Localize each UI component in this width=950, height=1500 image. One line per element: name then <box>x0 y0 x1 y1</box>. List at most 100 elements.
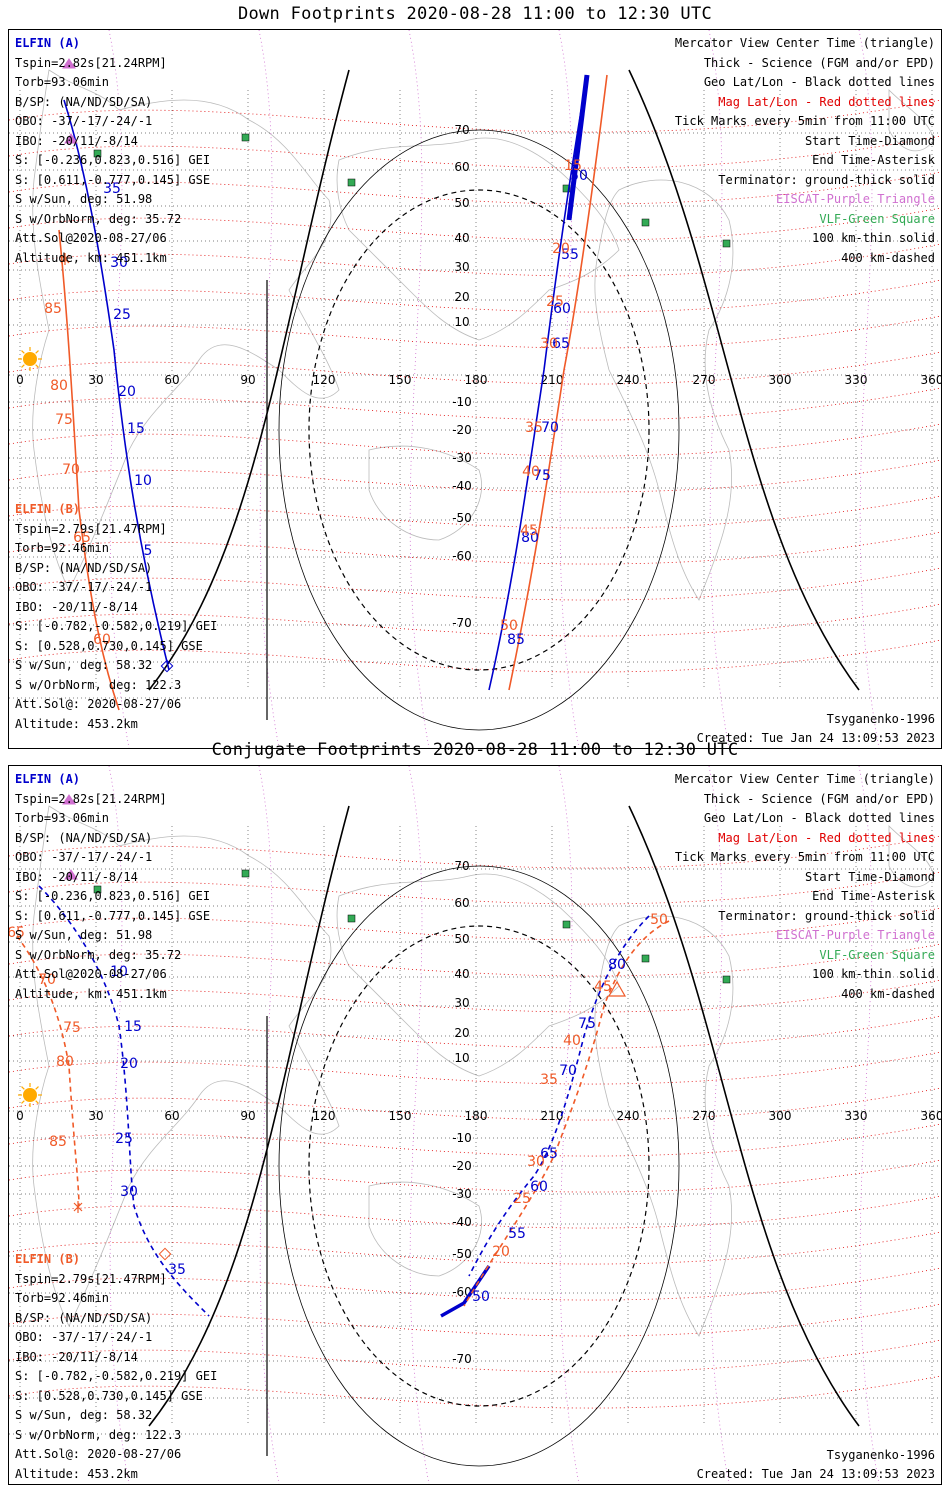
legend-line: Mag Lat/Lon - Red dotted lines <box>718 94 935 109</box>
fov-100km-oval <box>278 129 680 731</box>
lon-tick-label: 270 <box>693 373 716 387</box>
elfin-b-line: S w/Sun, deg: 58.32 <box>15 1408 153 1422</box>
elfin-b-tick-label: 25 <box>513 1191 531 1207</box>
legend-line: 400 km-dashed <box>841 986 935 1001</box>
lon-tick-label: 90 <box>240 373 255 387</box>
terminator-line <box>148 805 350 1427</box>
elfin-a-line: S w/Sun, deg: 51.98 <box>15 928 153 942</box>
lon-tick-label: 150 <box>389 1109 412 1123</box>
vlf-station-icon <box>93 885 102 894</box>
created-label: Created: Tue Jan 24 13:09:53 2023 <box>696 1467 935 1481</box>
lat-tick-label: 40 <box>454 231 469 245</box>
elfin-a-tick-label: 55 <box>508 1226 526 1242</box>
elfin-b-tick-label: 70 <box>38 972 56 988</box>
lat-tick-label: -20 <box>452 1159 472 1173</box>
legend-line: Mag Lat/Lon - Red dotted lines <box>718 830 935 845</box>
elfin-a-line: S: [-0.236,0.823,0.516] GEI <box>15 889 211 903</box>
eiscat-triangle-icon <box>62 794 76 805</box>
elfin-a-line: Att.Sol@2020-08-27/06 <box>15 231 167 245</box>
lon-tick-label: 150 <box>389 373 412 387</box>
elfin-a-tick-label: 10 <box>134 473 152 489</box>
lat-tick-label: 20 <box>454 1026 469 1040</box>
map-conjugate-footprints: 0 30 60 90 120 150 180 210 240 270 300 330 360 70 60 50… <box>9 766 941 1484</box>
elfin-b-line: B/SP: (NA/ND/SD/SA) <box>15 1310 153 1325</box>
vlf-station-icon <box>722 239 731 248</box>
lon-tick-label: 360 <box>921 1109 941 1123</box>
elfin-b-line: S: [0.528,0.730,0.145] GSE <box>15 1388 203 1403</box>
terminator-line <box>628 805 860 1427</box>
elfin-b-line: IBO: -20/11/-8/14 <box>15 1349 138 1364</box>
elfin-b-tick-label: 30 <box>540 336 558 352</box>
lat-tick-label: -50 <box>452 511 472 525</box>
elfin-b-tick-label: 45 <box>594 979 612 995</box>
fov-400km-oval <box>308 925 650 1407</box>
mag-meridian <box>258 30 280 748</box>
elfin-b-line: Att.Sol@: 2020-08-27/06 <box>15 697 182 711</box>
elfin-a-line: Altitude, km: 451.1km <box>15 986 167 1001</box>
elfin-a-science-segment <box>566 74 590 221</box>
continent-outline <box>888 825 935 888</box>
elfin-a-tick-label: 50 <box>472 1289 490 1305</box>
continent-outline <box>368 1181 482 1277</box>
mag-parallel <box>9 1159 941 1193</box>
lon-tick-label: 270 <box>693 1109 716 1123</box>
elfin-b-tick-label: 40 <box>563 1033 581 1049</box>
elfin-a-tick-label: 15 <box>124 1019 142 1035</box>
vlf-station-icon <box>347 914 356 923</box>
eiscat-triangle-icon <box>64 869 78 880</box>
lat-tick-label: 30 <box>454 996 469 1010</box>
elfin-a-tick-label: 20 <box>120 1056 138 1072</box>
lat-tick-label: -40 <box>452 1215 472 1229</box>
elfin-b-line: S w/Sun, deg: 58.32 <box>15 658 153 672</box>
elfin-b-line: S w/OrbNorm, deg: 122.3 <box>15 677 182 692</box>
mag-meridian <box>558 766 580 1484</box>
lon-tick-label: 30 <box>88 373 103 387</box>
vlf-station-icon <box>241 133 250 142</box>
elfin-b-line: Altitude: 453.2km <box>15 1466 138 1481</box>
legend-line: EISCAT-Purple Triangle <box>776 192 935 206</box>
elfin-a-info-block: ELFIN (A) Tspin=2.82s[21.24RPM] Torb=93.… <box>15 770 210 1004</box>
elfin-b-tick-label: 35 <box>540 1072 558 1088</box>
lon-tick-label: 240 <box>617 1109 640 1123</box>
lon-tick-label: 120 <box>313 373 336 387</box>
lon-tick-label: 180 <box>465 1109 488 1123</box>
mag-parallel <box>9 1051 941 1085</box>
vlf-station-icon <box>722 975 731 984</box>
lat-tick-label: 40 <box>454 967 469 981</box>
legend-line: Geo Lat/Lon - Black dotted lines <box>703 75 935 89</box>
lon-tick-label: 300 <box>769 1109 792 1123</box>
elfin-b-tick-label: 80 <box>56 1054 74 1070</box>
legend-line: 100 km-thin solid <box>812 967 935 981</box>
legend-line: Tick Marks every 5min from 11:00 UTC <box>674 114 935 128</box>
legend-block: Mercator View Center Time (triangle) Thi… <box>675 34 935 268</box>
mag-parallel <box>9 1195 941 1229</box>
lon-tick-label: 330 <box>845 1109 868 1123</box>
elfin-a-tick-label: 60 <box>553 301 571 317</box>
elfin-b-tick-label: 65 <box>73 530 91 546</box>
elfin-b-track <box>58 229 120 711</box>
eiscat-triangle-icon <box>64 133 78 144</box>
elfin-b-tick-label: 35 <box>525 420 543 436</box>
elfin-b-line: Tspin=2.79s[21.47RPM] <box>15 521 167 536</box>
elfin-a-label: ELFIN (A) <box>15 36 81 50</box>
elfin-a-line: S w/OrbNorm, deg: 35.72 <box>15 211 182 226</box>
lat-tick-label: 10 <box>454 315 469 329</box>
elfin-b-tick-label: 65 <box>9 925 25 941</box>
lat-tick-label: 60 <box>454 160 469 174</box>
view-center-triangle-icon <box>607 980 627 997</box>
legend-line: Geo Lat/Lon - Black dotted lines <box>703 811 935 825</box>
elfin-a-line: Torb=93.06min <box>15 75 109 89</box>
legend-line: Thick - Science (FGM and/or EPD) <box>703 791 935 806</box>
elfin-b-info-block: ELFIN (B) Tspin=2.79s[21.47RPM] Torb=92.… <box>15 500 217 734</box>
lon-tick-label: 240 <box>617 373 640 387</box>
lat-tick-label: -30 <box>452 1187 472 1201</box>
lat-tick-label: 50 <box>454 932 469 946</box>
elfin-a-tick-label: 75 <box>578 1016 596 1032</box>
terminator-line <box>628 69 860 691</box>
legend-line: Start Time-Diamond <box>804 869 935 884</box>
vlf-station-icon <box>347 178 356 187</box>
legend-line: Thick - Science (FGM and/or EPD) <box>703 55 935 70</box>
continent-outline <box>594 915 734 1337</box>
terminator-line <box>148 69 350 691</box>
elfin-a-line: S w/Sun, deg: 51.98 <box>15 192 153 206</box>
